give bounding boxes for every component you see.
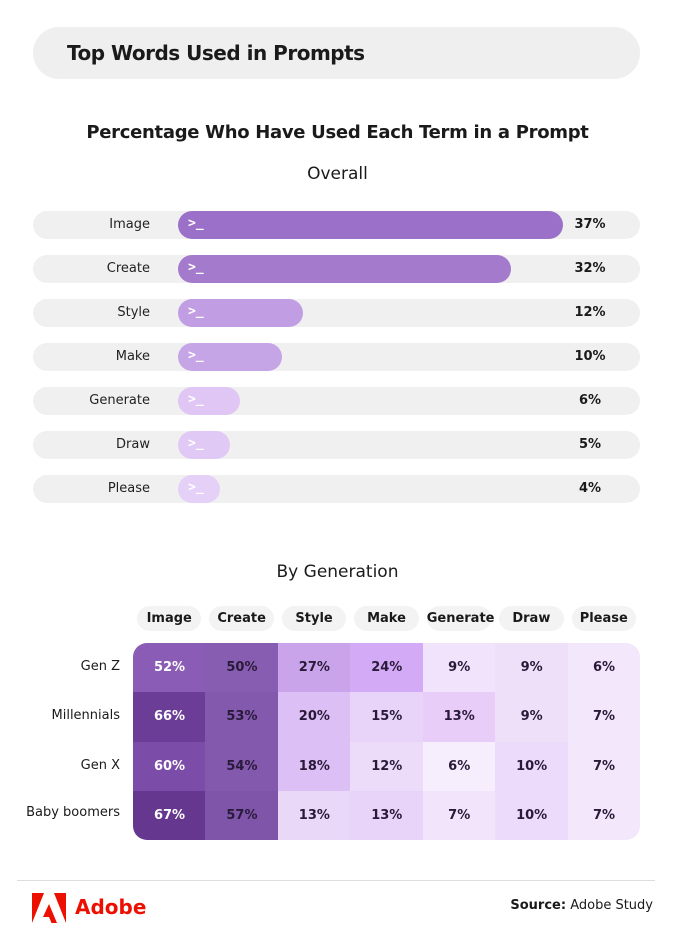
heatmap-cell: 9% [495, 643, 569, 693]
heatmap-cell: 9% [495, 692, 569, 743]
heatmap-cell: 54% [205, 741, 279, 792]
heatmap-cell: 6% [567, 643, 640, 693]
heatmap-cell: 50% [205, 643, 279, 693]
terminal-prompt-icon: >_ [188, 304, 204, 319]
bar-value-label: 32% [574, 261, 606, 276]
bar-value-label: 37% [574, 217, 606, 232]
bar: >_ [178, 255, 511, 283]
heatmap-cell: 57% [205, 790, 279, 840]
heatmap-cell: 10% [495, 741, 569, 792]
heatmap-cell: 13% [277, 790, 351, 840]
bar: >_ [178, 475, 220, 503]
heatmap-column-header: Draw [499, 606, 564, 631]
heatmap-grid: 52% 50% 27% 24% 9% 9% 6% 66% 53% 20% 15% 13% 9% 7% 60%… [133, 643, 640, 840]
heatmap-row-label: Gen Z [80, 659, 120, 674]
bar-value-label: 6% [578, 393, 602, 408]
heatmap-column-header: Make [354, 606, 419, 631]
terminal-prompt-icon: >_ [188, 260, 204, 275]
overall-subtitle: Overall [307, 164, 368, 184]
bar-category-label: Please [107, 481, 150, 496]
source-note: Source: Adobe Study [510, 898, 653, 913]
heatmap-row-label: Baby boomers [26, 804, 120, 820]
heatmap-cell: 53% [205, 692, 279, 743]
bar-value-label: 10% [574, 349, 606, 364]
heatmap-row-label: Gen X [80, 757, 120, 773]
heatmap-cell: 13% [350, 790, 424, 840]
heatmap-cell: 10% [495, 790, 569, 840]
bar-category-label: Image [109, 217, 150, 232]
heatmap-cell: 9% [422, 643, 496, 693]
bar-category-label: Draw [116, 437, 150, 452]
bar-track [33, 343, 640, 371]
brand-name: Adobe [75, 895, 147, 919]
heatmap-cell: 52% [133, 643, 206, 693]
bar-track [33, 431, 640, 459]
heatmap-cell: 66% [133, 692, 206, 743]
source-value: Adobe Study [570, 898, 653, 913]
heatmap-cell: 27% [277, 643, 351, 693]
heatmap-row-label: Millennials [51, 708, 121, 724]
bar-value-label: 4% [578, 481, 602, 496]
adobe-logo-icon [32, 893, 66, 923]
heatmap-column-header: Style [281, 606, 347, 631]
bar-track [33, 475, 640, 503]
heatmap-cell: 67% [133, 790, 206, 840]
footer-divider [17, 880, 655, 881]
generation-subtitle: By Generation [276, 562, 399, 582]
bar: >_ [178, 387, 241, 415]
bar-value-label: 12% [574, 305, 606, 320]
heatmap-cell: 12% [350, 741, 424, 792]
heatmap-cell: 7% [422, 790, 496, 840]
chart-title: Percentage Who Have Used Each Term in a … [86, 122, 589, 143]
heatmap-cell: 13% [422, 692, 496, 743]
bar: >_ [178, 431, 231, 459]
heatmap-cell: 15% [350, 692, 424, 743]
heatmap-cell: 7% [567, 692, 640, 743]
heatmap-cell: 20% [277, 692, 351, 743]
bar-track [33, 387, 640, 415]
heatmap-cell: 24% [350, 643, 424, 693]
terminal-prompt-icon: >_ [188, 348, 204, 363]
heatmap-cell: 6% [422, 741, 496, 792]
bar-category-label: Make [115, 349, 150, 364]
heatmap-cell: 7% [567, 790, 640, 840]
bar-category-label: Style [117, 305, 150, 320]
terminal-prompt-icon: >_ [188, 480, 204, 495]
heatmap-column-header: Please [571, 606, 636, 631]
bar-category-label: Create [106, 261, 150, 276]
bar-category-label: Generate [89, 393, 150, 408]
header-title: Top Words Used in Prompts [67, 41, 365, 65]
heatmap-cell: 7% [567, 741, 640, 792]
heatmap-cell: 60% [133, 741, 206, 792]
heatmap-cell: 18% [277, 741, 351, 792]
terminal-prompt-icon: >_ [188, 392, 204, 407]
source-label: Source: [510, 898, 567, 913]
header-banner: Top Words Used in Prompts [33, 27, 640, 79]
terminal-prompt-icon: >_ [188, 436, 204, 451]
bar: >_ [178, 211, 563, 239]
terminal-prompt-icon: >_ [188, 216, 204, 231]
bar: >_ [178, 343, 283, 371]
bar: >_ [178, 299, 303, 327]
heatmap-column-header: Create [209, 606, 274, 631]
bar-value-label: 5% [578, 437, 602, 452]
heatmap-column-header: Generate [426, 606, 494, 631]
bar-track [33, 299, 640, 327]
heatmap-column-header: Image [137, 606, 202, 631]
